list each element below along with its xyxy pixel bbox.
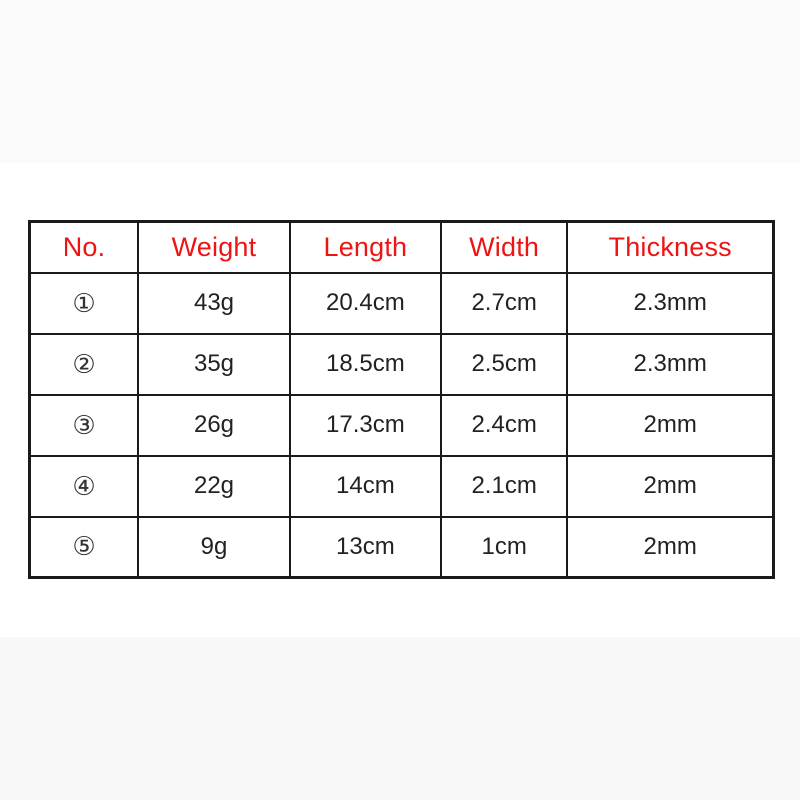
- table-row: ① 43g 20.4cm 2.7cm 2.3mm: [28, 271, 775, 335]
- row-number-cell: ①: [28, 271, 140, 335]
- row-number-cell: ④: [28, 454, 140, 518]
- table-row: ③ 26g 17.3cm 2.4cm 2mm: [28, 393, 775, 457]
- spec-value-cell: 2.1cm: [439, 454, 569, 518]
- spec-value-cell: 2.3mm: [566, 271, 775, 335]
- table-row: ④ 22g 14cm 2.1cm 2mm: [28, 454, 775, 518]
- spec-value-cell: 2.7cm: [439, 271, 569, 335]
- table-row: ② 35g 18.5cm 2.5cm 2.3mm: [28, 332, 775, 396]
- spec-value-cell: 9g: [137, 515, 291, 579]
- spec-value-cell: 18.5cm: [288, 332, 442, 396]
- spec-value-cell: 43g: [137, 271, 291, 335]
- spec-value-cell: 2.4cm: [439, 393, 569, 457]
- row-number-cell: ⑤: [28, 515, 140, 579]
- spec-value-cell: 17.3cm: [288, 393, 442, 457]
- spec-value-cell: 2.5cm: [439, 332, 569, 396]
- top-background-band: [0, 0, 800, 163]
- spec-value-cell: 13cm: [288, 515, 442, 579]
- spec-value-cell: 20.4cm: [288, 271, 442, 335]
- spec-value-cell: 2mm: [566, 515, 775, 579]
- spec-table: No. Weight Length Width Thickness ① 43g 20.4cm…: [28, 220, 775, 579]
- spec-value-cell: 2mm: [566, 454, 775, 518]
- column-header-width: Width: [439, 220, 569, 274]
- row-number-cell: ③: [28, 393, 140, 457]
- spec-value-cell: 35g: [137, 332, 291, 396]
- spec-value-cell: 22g: [137, 454, 291, 518]
- spec-value-cell: 1cm: [439, 515, 569, 579]
- row-number-cell: ②: [28, 332, 140, 396]
- spec-value-cell: 26g: [137, 393, 291, 457]
- column-header-weight: Weight: [137, 220, 291, 274]
- spec-value-cell: 2mm: [566, 393, 775, 457]
- spec-value-cell: 14cm: [288, 454, 442, 518]
- table-row: ⑤ 9g 13cm 1cm 2mm: [28, 515, 775, 579]
- table-body: ① 43g 20.4cm 2.7cm 2.3mm ② 35g 18.5cm 2.5cm 2.3mm…: [28, 271, 775, 579]
- column-header-no: No.: [28, 220, 140, 274]
- bottom-background-band: [0, 637, 800, 800]
- column-header-thickness: Thickness: [566, 220, 775, 274]
- header-row: No. Weight Length Width Thickness: [28, 220, 775, 274]
- column-header-length: Length: [288, 220, 442, 274]
- spec-value-cell: 2.3mm: [566, 332, 775, 396]
